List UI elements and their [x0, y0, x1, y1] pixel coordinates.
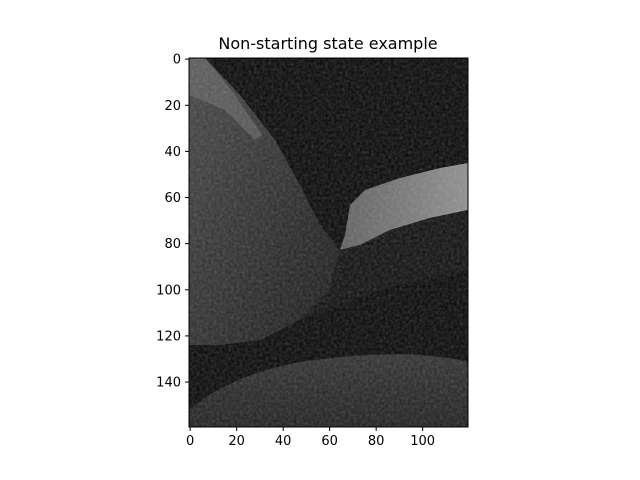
x-tick-label: 100	[410, 434, 435, 449]
y-tick-label: 40	[164, 145, 181, 160]
y-tick-label: 0	[173, 53, 181, 68]
y-tick-label: 100	[156, 283, 181, 298]
y-axis-ticks: 0 20 40 60 80 100 120 140	[156, 53, 189, 391]
image-area	[189, 58, 468, 427]
y-tick-label: 20	[164, 99, 181, 114]
image-texture	[189, 58, 468, 427]
x-tick-label: 60	[321, 434, 338, 449]
x-tick-label: 20	[228, 434, 245, 449]
y-tick-label: 140	[156, 376, 181, 391]
x-tick-label: 80	[368, 434, 385, 449]
x-tick-label: 40	[275, 434, 292, 449]
image-frame	[188, 57, 469, 428]
y-tick-label: 80	[164, 237, 181, 252]
y-tick-label: 60	[164, 191, 181, 206]
y-tick-label: 120	[156, 329, 181, 344]
x-tick-label: 0	[186, 434, 194, 449]
chart-title: Non-starting state example	[218, 34, 437, 53]
x-axis-ticks: 0 20 40 60 80 100	[186, 427, 435, 449]
